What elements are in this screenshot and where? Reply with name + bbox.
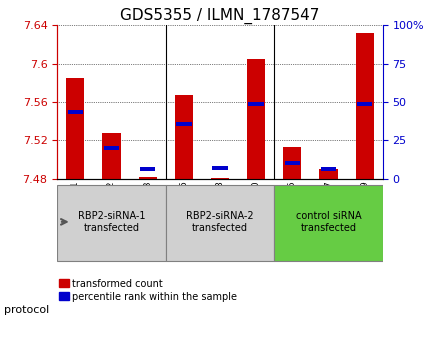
Bar xyxy=(166,185,274,261)
Legend: transformed count, percentile rank within the sample: transformed count, percentile rank withi… xyxy=(59,279,238,302)
Bar xyxy=(247,59,265,179)
Text: RBP2-siRNA-2
transfected: RBP2-siRNA-2 transfected xyxy=(186,211,254,233)
Bar xyxy=(139,177,157,179)
Bar xyxy=(249,102,264,106)
Bar xyxy=(283,147,301,179)
Bar xyxy=(68,110,83,114)
Title: GDS5355 / ILMN_1787547: GDS5355 / ILMN_1787547 xyxy=(120,8,320,24)
Bar xyxy=(285,162,300,165)
Bar xyxy=(103,133,121,179)
Bar xyxy=(175,95,193,179)
Bar xyxy=(211,178,229,179)
Bar xyxy=(104,146,119,150)
Bar xyxy=(319,169,337,179)
Text: control siRNA
transfected: control siRNA transfected xyxy=(296,211,361,233)
Bar xyxy=(213,166,227,170)
Text: RBP2-siRNA-1
transfected: RBP2-siRNA-1 transfected xyxy=(78,211,145,233)
Bar xyxy=(57,185,166,261)
Bar xyxy=(321,167,336,171)
Bar xyxy=(176,122,191,126)
Bar xyxy=(274,185,383,261)
Bar xyxy=(356,33,374,179)
Text: protocol: protocol xyxy=(4,305,50,315)
Bar xyxy=(140,167,155,171)
Bar xyxy=(66,78,84,179)
Bar xyxy=(357,102,372,106)
